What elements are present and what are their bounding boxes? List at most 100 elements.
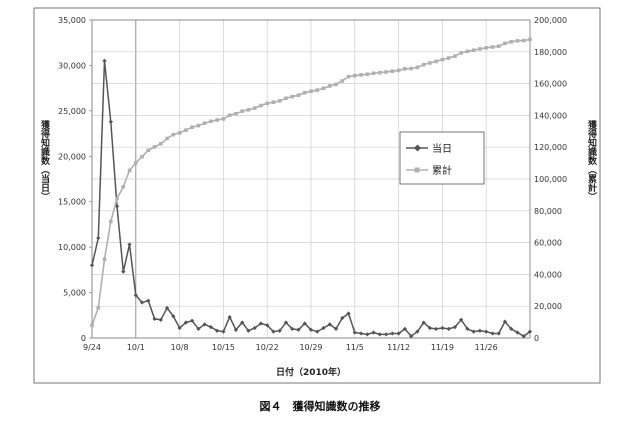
daily-point bbox=[333, 326, 339, 332]
left-tick-label: 30,000 bbox=[58, 61, 86, 70]
cumulative-point bbox=[246, 108, 251, 112]
cumulative-point bbox=[227, 113, 232, 118]
cumulative-point bbox=[171, 132, 176, 137]
daily-point bbox=[296, 327, 301, 332]
legend-box bbox=[399, 131, 485, 185]
daily-point bbox=[459, 317, 464, 322]
daily-point bbox=[371, 330, 376, 335]
left-axis-ticks: 0 5,000 10,000 15,000 20,000 25,000 30,000 35,0… bbox=[58, 16, 92, 343]
legend-marker-cumulative bbox=[414, 167, 420, 173]
right-tick-label: 120,000 bbox=[534, 143, 567, 152]
daily-point bbox=[452, 324, 458, 330]
daily-point bbox=[496, 331, 501, 336]
cumulative-point bbox=[115, 196, 119, 201]
daily-point bbox=[471, 329, 476, 334]
daily-point bbox=[527, 329, 533, 334]
x-axis-ticks: 9/24 10/1 10/8 10/15 10/22 10/29 11/5 11/12 11/1… bbox=[83, 343, 498, 352]
daily-point bbox=[409, 334, 414, 339]
cumulative-point bbox=[478, 47, 482, 51]
x-tick-label: 10/15 bbox=[212, 343, 235, 352]
cumulative-point bbox=[484, 46, 488, 50]
daily-point bbox=[208, 324, 214, 330]
right-tick-label: 100,000 bbox=[534, 175, 567, 184]
cumulative-point bbox=[90, 323, 94, 328]
daily-point bbox=[484, 329, 489, 334]
daily-point bbox=[127, 242, 132, 247]
daily-point bbox=[440, 325, 445, 331]
x-tick-label: 11/26 bbox=[475, 343, 498, 352]
cumulative-point bbox=[215, 118, 219, 122]
cumulative-point bbox=[409, 66, 413, 71]
right-tick-label: 40,000 bbox=[534, 270, 562, 279]
daily-point bbox=[321, 325, 326, 331]
cumulative-point bbox=[209, 119, 213, 124]
daily-point bbox=[89, 263, 95, 268]
cumulative-point bbox=[390, 69, 395, 73]
daily-point bbox=[96, 235, 101, 241]
cumulative-point bbox=[440, 57, 445, 62]
daily-point bbox=[358, 331, 364, 336]
daily-point bbox=[183, 320, 189, 325]
x-tick-label: 10/1 bbox=[127, 343, 145, 352]
cumulative-point bbox=[515, 39, 520, 43]
left-tick-label: 10,000 bbox=[58, 243, 86, 252]
cumulative-point bbox=[428, 61, 432, 65]
daily-point bbox=[465, 326, 470, 332]
x-tick-label: 10/22 bbox=[256, 343, 279, 352]
cumulative-point bbox=[371, 71, 376, 76]
cumulative-point bbox=[465, 49, 470, 54]
cumulative-point bbox=[221, 117, 226, 121]
cumulative-point bbox=[140, 154, 144, 159]
cumulative-point bbox=[190, 125, 194, 129]
cumulative-point bbox=[265, 101, 269, 106]
cumulative-point bbox=[490, 45, 495, 49]
daily-point bbox=[271, 329, 276, 334]
daily-point bbox=[377, 332, 382, 337]
cumulative-point bbox=[521, 38, 526, 43]
x-tick-label: 11/5 bbox=[346, 343, 364, 352]
daily-point bbox=[315, 329, 320, 334]
cumulative-point bbox=[159, 141, 163, 146]
right-tick-label: 180,000 bbox=[534, 48, 567, 57]
cumulative-point bbox=[152, 145, 157, 149]
legend-label-cumulative: 累計 bbox=[432, 164, 452, 177]
cumulative-point bbox=[134, 161, 138, 165]
daily-point bbox=[390, 331, 395, 336]
left-axis-title: 獲得知識数（当日） bbox=[39, 119, 51, 201]
daily-point bbox=[290, 326, 295, 332]
daily-point bbox=[346, 311, 351, 316]
cumulative-point bbox=[496, 44, 501, 49]
cumulative-point bbox=[421, 62, 426, 67]
cumulative-point bbox=[503, 41, 507, 46]
cumulative-point bbox=[528, 37, 532, 42]
cumulative-point bbox=[234, 112, 238, 116]
daily-point bbox=[252, 325, 257, 331]
left-tick-label: 15,000 bbox=[58, 198, 86, 207]
cumulative-point bbox=[340, 79, 345, 83]
x-tick-label: 9/24 bbox=[83, 343, 101, 352]
right-tick-label: 60,000 bbox=[534, 239, 562, 248]
right-tick-label: 140,000 bbox=[534, 111, 567, 120]
series-layer bbox=[89, 37, 533, 339]
daily-point bbox=[152, 316, 157, 322]
cumulative-point bbox=[184, 128, 188, 132]
cumulative-point bbox=[284, 96, 288, 101]
daily-point bbox=[521, 334, 526, 339]
legend-marker-daily bbox=[413, 144, 422, 152]
left-tick-label: 35,000 bbox=[58, 16, 86, 25]
right-tick-label: 160,000 bbox=[534, 80, 567, 89]
cumulative-point bbox=[315, 88, 320, 92]
daily-point bbox=[402, 326, 407, 332]
cumulative-point bbox=[471, 48, 476, 53]
cumulative-point bbox=[165, 136, 169, 141]
x-tick-label: 10/29 bbox=[299, 343, 322, 352]
cumulative-point bbox=[453, 54, 457, 58]
cumulative-point bbox=[252, 106, 257, 110]
cumulative-point bbox=[334, 82, 338, 87]
right-tick-label: 80,000 bbox=[534, 207, 562, 216]
cumulative-point bbox=[259, 103, 263, 108]
daily-point bbox=[446, 326, 451, 332]
daily-point bbox=[302, 321, 307, 326]
